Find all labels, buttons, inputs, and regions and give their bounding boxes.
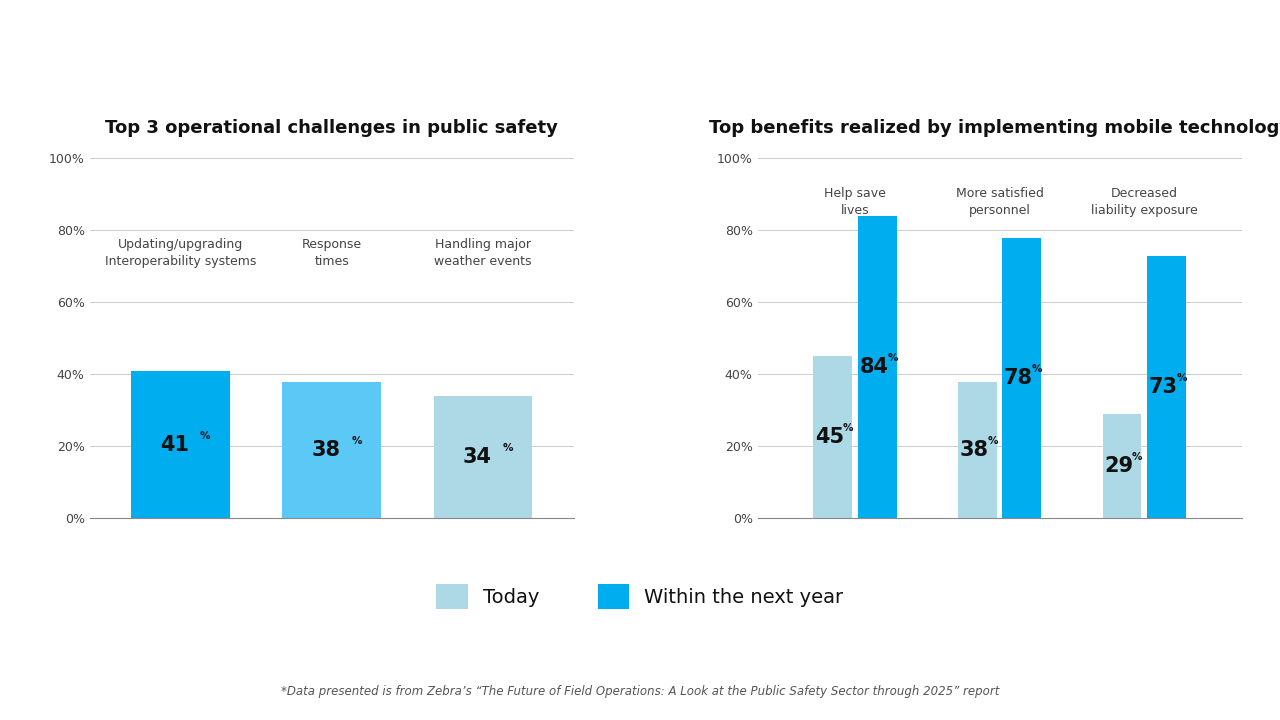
Text: %: % [200,431,210,441]
Text: Help save
lives: Help save lives [824,187,886,217]
Text: 38: 38 [311,440,340,460]
Text: 78: 78 [1004,368,1033,388]
Title: Top benefits realized by implementing mobile technology: Top benefits realized by implementing mo… [709,120,1280,138]
Text: %: % [887,354,897,363]
Text: %: % [1032,364,1042,374]
Text: %: % [1132,452,1143,462]
Text: Handling major
weather events: Handling major weather events [434,238,531,268]
Text: 38: 38 [960,440,988,460]
Text: *Data presented is from Zebra’s “The Future of Field Operations: A Look at the P: *Data presented is from Zebra’s “The Fut… [280,685,1000,698]
Text: %: % [351,436,362,446]
Bar [131,371,229,518]
Text: %: % [987,436,998,446]
Bar [1147,256,1187,518]
Title: Top 3 operational challenges in public safety: Top 3 operational challenges in public s… [105,120,558,138]
Text: %: % [503,444,513,453]
Text: 41: 41 [160,435,189,454]
Text: 84: 84 [859,357,888,377]
Legend: Today, Within the next year: Today, Within the next year [436,585,844,609]
Bar [1102,414,1142,518]
Bar [858,216,897,518]
Text: Response
times: Response times [302,238,362,268]
Text: %: % [1176,373,1187,383]
Text: More satisfied
personnel: More satisfied personnel [956,187,1043,217]
Text: %: % [842,423,854,433]
Bar [434,396,532,518]
Text: Updating/upgrading
Interoperability systems: Updating/upgrading Interoperability syst… [105,238,256,268]
Bar [957,382,997,518]
Bar [813,356,852,518]
Bar [1002,238,1042,518]
Text: 29: 29 [1105,456,1133,476]
Bar [283,382,380,518]
Text: 73: 73 [1148,377,1178,397]
Text: 45: 45 [815,428,844,447]
Text: 34: 34 [462,447,492,467]
Text: Decreased
liability exposure: Decreased liability exposure [1091,187,1198,217]
